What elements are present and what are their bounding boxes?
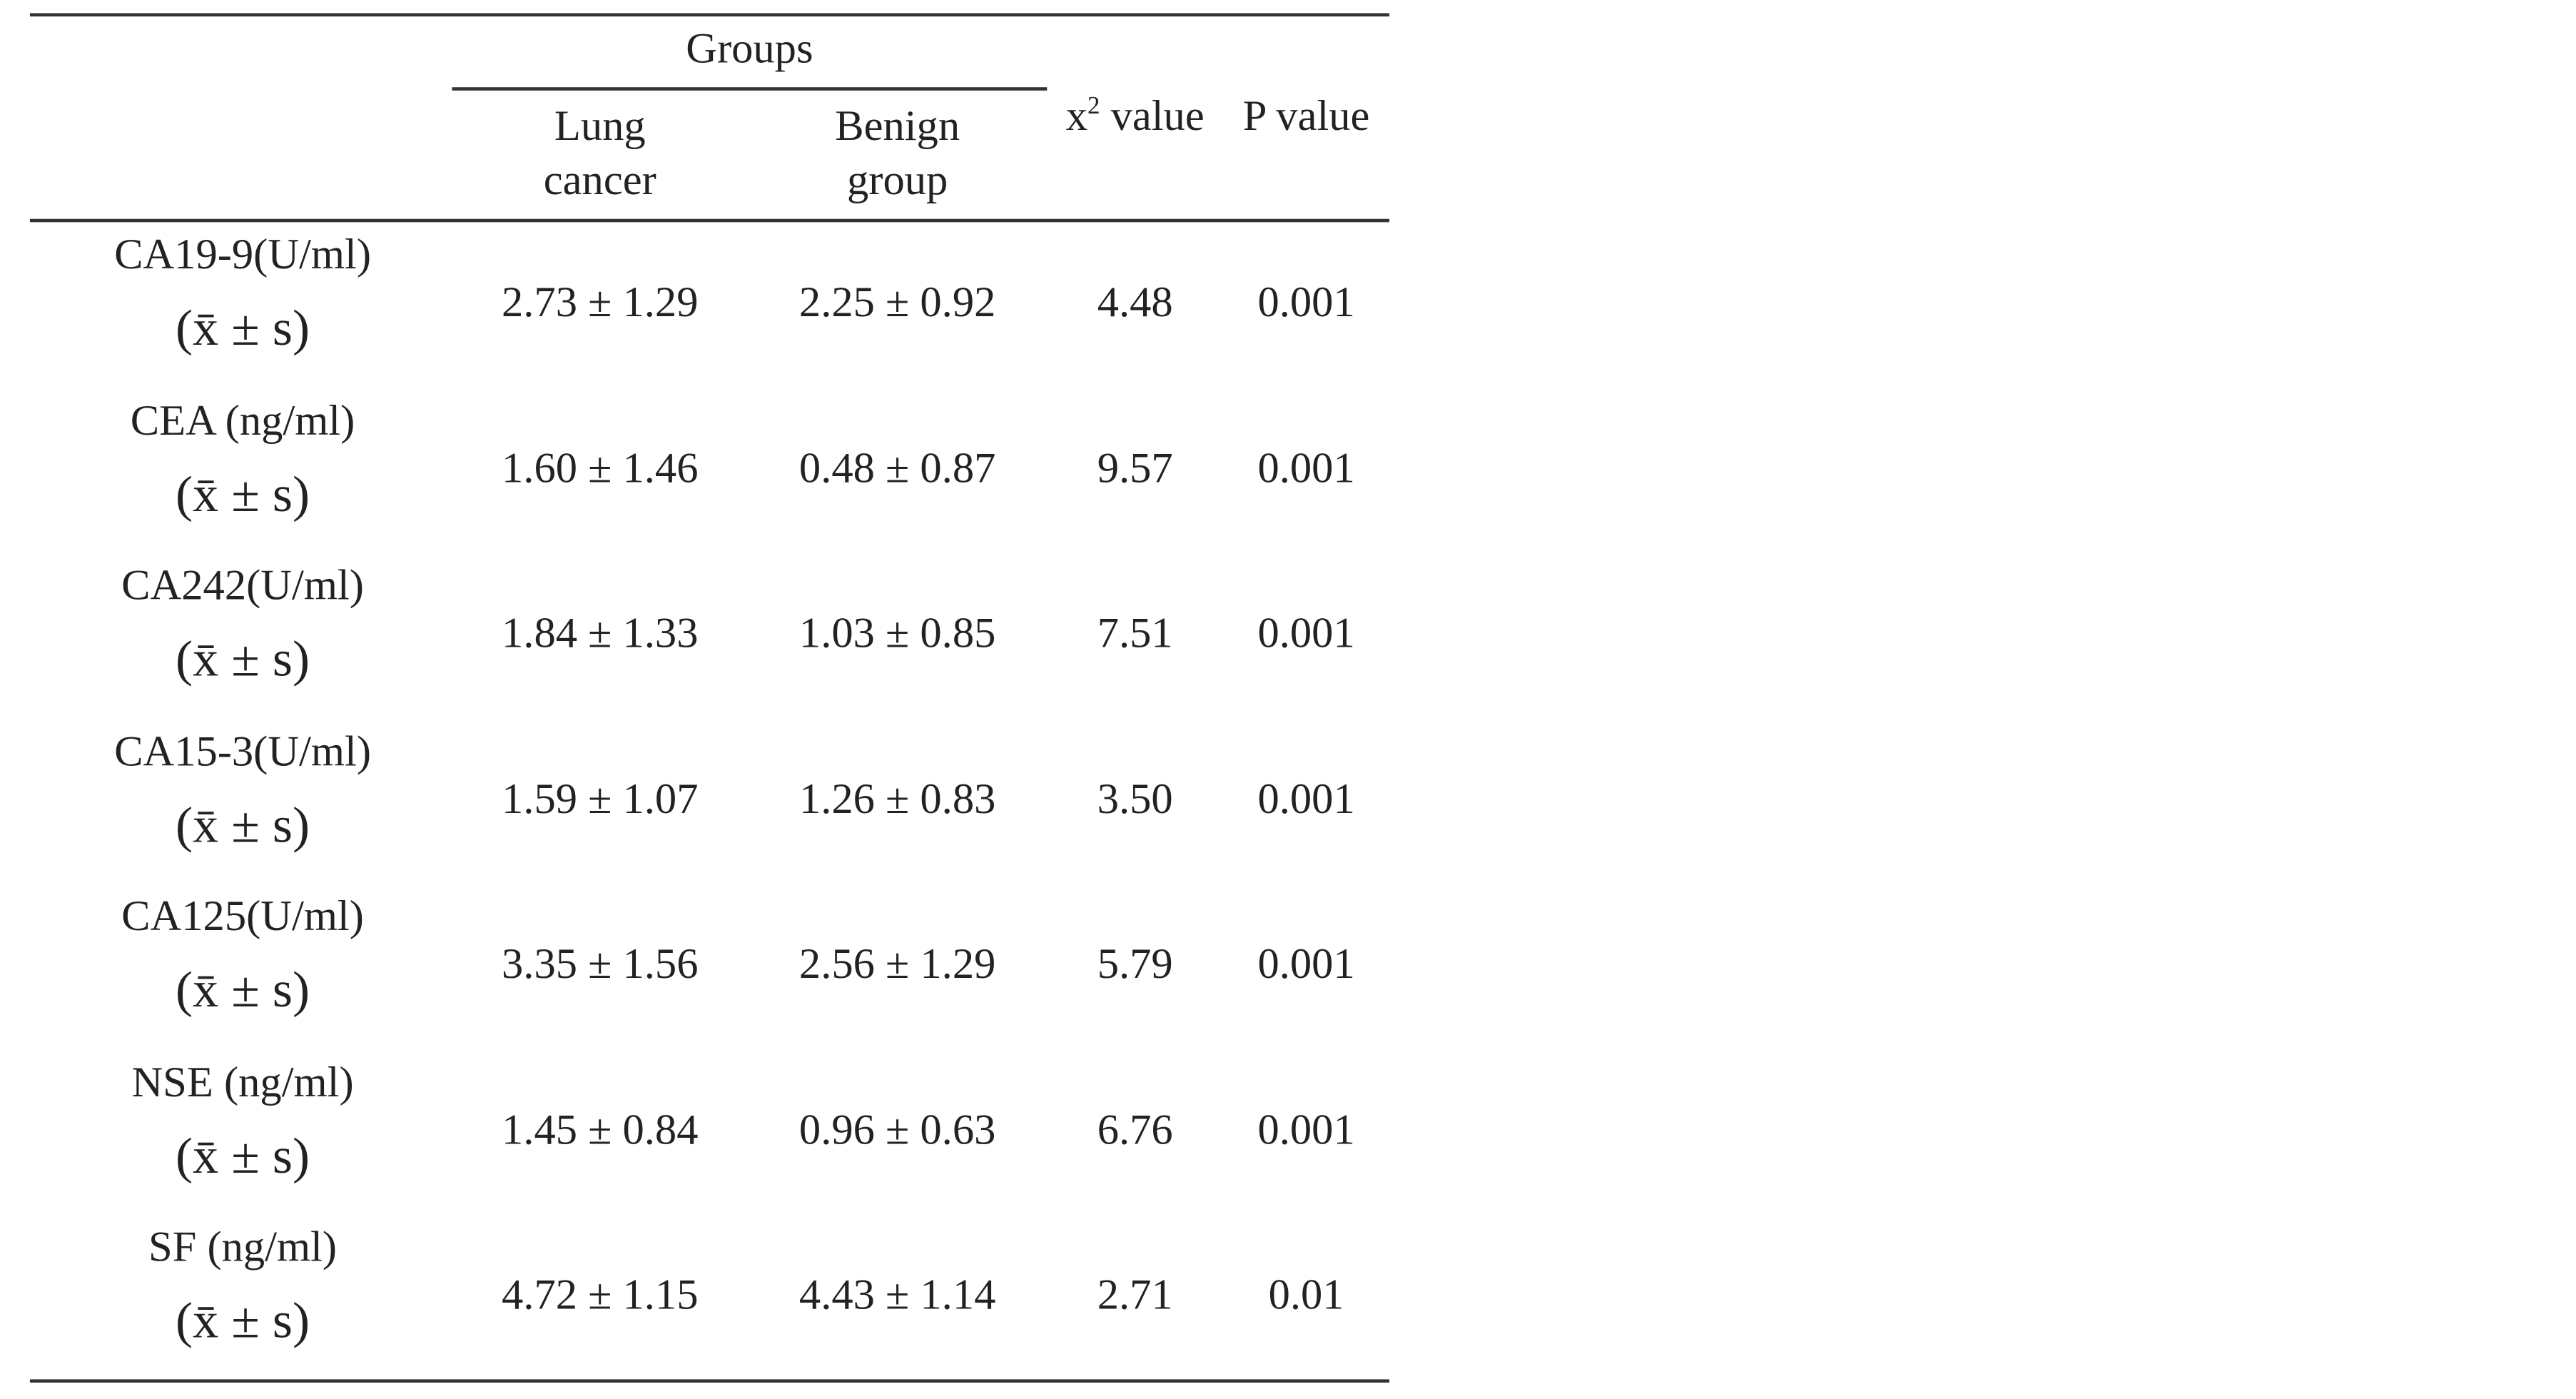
cell: 9.57 bbox=[1097, 443, 1173, 492]
row-stat: (x̄ ± s) bbox=[176, 1291, 310, 1349]
column-header: Lung bbox=[554, 101, 646, 150]
cell: 4.48 bbox=[1097, 278, 1173, 326]
cell: 1.60 ± 1.46 bbox=[502, 443, 699, 492]
cell: 0.001 bbox=[1257, 609, 1355, 657]
cell: 1.84 ± 1.33 bbox=[502, 609, 699, 657]
group-header: Groups bbox=[686, 24, 813, 73]
column-header: x2 value bbox=[1066, 94, 1205, 138]
cell: 1.03 ± 0.85 bbox=[798, 609, 996, 657]
bottom-rule bbox=[29, 1379, 1390, 1382]
cell: 3.50 bbox=[1097, 774, 1173, 822]
cell: 1.59 ± 1.07 bbox=[502, 774, 699, 822]
cell: 0.001 bbox=[1257, 1105, 1355, 1153]
column-header: P value bbox=[1242, 92, 1370, 141]
cell: 0.001 bbox=[1257, 774, 1355, 822]
row-label: CA19-9(U/ml) bbox=[114, 230, 372, 278]
cell: 4.72 ± 1.15 bbox=[502, 1271, 699, 1319]
cell: 2.71 bbox=[1097, 1271, 1173, 1319]
row-stat: (x̄ ± s) bbox=[176, 960, 310, 1019]
cell: 2.56 ± 1.29 bbox=[798, 939, 996, 988]
row-label: SF (ng/ml) bbox=[148, 1223, 338, 1271]
header-rule bbox=[29, 218, 1390, 222]
row-stat: (x̄ ± s) bbox=[176, 464, 310, 522]
cell: 4.43 ± 1.14 bbox=[798, 1271, 996, 1319]
row-stat: (x̄ ± s) bbox=[176, 794, 310, 853]
row-stat: (x̄ ± s) bbox=[176, 1126, 310, 1184]
cell: 7.51 bbox=[1097, 609, 1173, 657]
chi-sup: 2 bbox=[1087, 94, 1100, 121]
cell: 0.01 bbox=[1268, 1271, 1344, 1319]
cell: 1.26 ± 0.83 bbox=[798, 774, 996, 822]
column-header: cancer bbox=[543, 156, 656, 204]
cell: 6.76 bbox=[1097, 1105, 1173, 1153]
chi-base: x bbox=[1065, 92, 1087, 141]
cell: 0.96 ± 0.63 bbox=[798, 1105, 996, 1153]
cell: 0.001 bbox=[1257, 278, 1355, 326]
cell: 0.001 bbox=[1257, 443, 1355, 492]
row-label: CA15-3(U/ml) bbox=[114, 727, 372, 774]
column-header: group bbox=[847, 156, 948, 204]
top-rule bbox=[29, 13, 1390, 16]
chi-rest: value bbox=[1100, 92, 1205, 141]
cell: 3.35 ± 1.56 bbox=[502, 939, 699, 988]
cell: 2.73 ± 1.29 bbox=[502, 278, 699, 326]
cell: 0.001 bbox=[1257, 939, 1355, 988]
row-label: CA125(U/ml) bbox=[121, 892, 364, 940]
row-stat: (x̄ ± s) bbox=[176, 630, 310, 687]
group-rule bbox=[452, 87, 1048, 90]
row-label: CA242(U/ml) bbox=[121, 561, 364, 610]
cell: 5.79 bbox=[1097, 939, 1173, 988]
column-header: Benign bbox=[835, 101, 960, 150]
cell: 0.48 ± 0.87 bbox=[798, 443, 996, 492]
cell: 1.45 ± 0.84 bbox=[502, 1105, 699, 1153]
row-label: CEA (ng/ml) bbox=[130, 395, 355, 444]
row-stat: (x̄ ± s) bbox=[176, 298, 310, 357]
row-label: NSE (ng/ml) bbox=[131, 1057, 354, 1106]
cell: 2.25 ± 0.92 bbox=[798, 278, 996, 326]
